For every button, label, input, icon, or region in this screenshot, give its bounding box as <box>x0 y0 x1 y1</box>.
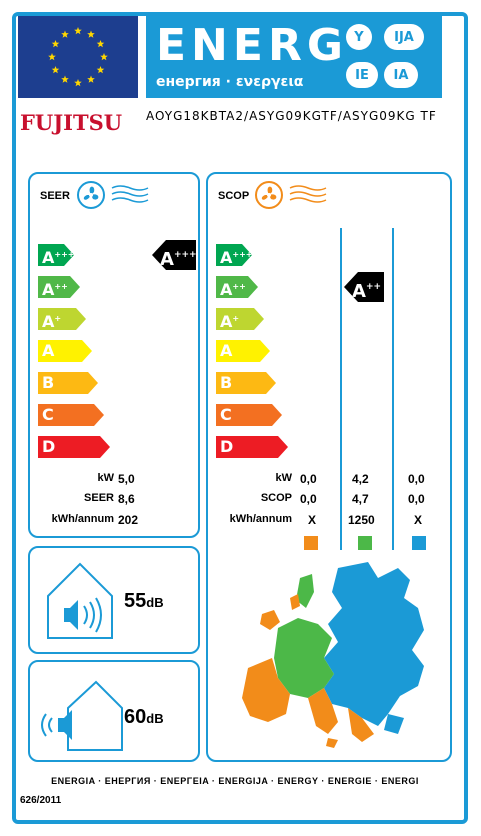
seer-value: 8,6 <box>118 492 135 506</box>
indoor-noise-number: 55 <box>124 590 147 612</box>
indoor-unit-icon <box>47 562 113 639</box>
cool-air-icon <box>111 185 149 203</box>
eu-star-icon <box>96 40 105 48</box>
kw-value-cold: 0,0 <box>300 472 317 486</box>
energy-class-arrow: A++ <box>216 276 258 298</box>
cold-zone-swatch <box>304 536 318 550</box>
kwh-label: kWh/annum <box>229 513 292 525</box>
seer-panel: SEER A+++ A++ A+ A B C D A+++ kW 5,0 SEER 8,6 … <box>28 172 200 538</box>
energy-class-arrow: C <box>38 404 104 426</box>
energy-class-arrow: D <box>38 436 110 458</box>
eu-flag <box>18 16 138 98</box>
brand-logo: FUJITSU <box>20 110 123 135</box>
scop-panel: SCOP A+++ A++ A+ A B C D A++ kW 0,0 4,2 0,0 SC… <box>206 172 452 762</box>
outdoor-noise-unit: dB <box>146 711 164 726</box>
eu-star-icon <box>51 66 60 74</box>
zone-divider <box>340 228 342 550</box>
fan-icon <box>77 181 105 209</box>
lang-badge: IE <box>346 62 378 88</box>
eu-star-icon <box>48 53 56 61</box>
outdoor-noise-value: 60dB <box>124 706 164 729</box>
energy-class-arrow: A+ <box>216 308 264 330</box>
scop-class-indicator: A++ <box>344 272 384 302</box>
footer-languages: ENERGIA · ЕНЕРГИЯ · ENEPΓEIA · ENERGIJA … <box>51 776 419 786</box>
eu-stars-icon <box>48 27 108 87</box>
kwh-label: kWh/annum <box>51 513 114 525</box>
energy-class-arrow: A <box>38 340 92 362</box>
lang-badge: IJA <box>384 24 424 50</box>
lang-badge: IA <box>384 62 418 88</box>
kwh-value-average: 1250 <box>348 513 375 527</box>
indoor-noise-panel: 55dB <box>28 546 200 654</box>
energ-title: ENERG <box>156 20 348 71</box>
warm-zone-swatch <box>412 536 426 550</box>
energy-class-arrow: A <box>216 340 270 362</box>
kw-label: kW <box>97 472 115 484</box>
scop-title: SCOP <box>218 190 250 202</box>
scop-label: SCOP <box>260 492 292 504</box>
kwh-value-warm: X <box>414 513 423 527</box>
outdoor-noise-panel: 60dB <box>28 660 200 762</box>
seer-class-indicator: A+++ <box>152 240 196 270</box>
eu-star-icon <box>87 30 95 38</box>
outdoor-noise-number: 60 <box>124 706 147 728</box>
scop-value-warm: 0,0 <box>408 492 425 506</box>
kwh-value: 202 <box>118 513 139 527</box>
energy-class-arrow: B <box>216 372 276 394</box>
indoor-noise-unit: dB <box>146 595 164 610</box>
eu-star-icon <box>61 30 69 38</box>
eu-star-icon <box>61 75 69 83</box>
lang-badge: Y <box>346 24 372 50</box>
model-number: AOYG18KBTA2/ASYG09KGTF/ASYG09KG TF <box>146 109 437 123</box>
energy-class-arrow: A+++ <box>216 244 252 266</box>
eu-star-icon <box>74 79 82 87</box>
eu-star-icon <box>51 40 60 48</box>
energy-header: ENERG енергия · ενεργεια Y IJA IE IA <box>146 16 442 98</box>
kw-value-warm: 0,0 <box>408 472 425 486</box>
energy-class-arrow: B <box>38 372 98 394</box>
eu-star-icon <box>100 53 108 61</box>
energy-class-arrow: A+++ <box>38 244 74 266</box>
fan-icon <box>255 181 283 209</box>
eu-star-icon <box>87 75 95 83</box>
energy-class-arrow: D <box>216 436 288 458</box>
warm-air-icon <box>289 185 327 203</box>
kw-value-average: 4,2 <box>352 472 369 486</box>
scop-value-average: 4,7 <box>352 492 369 506</box>
regulation-number: 626/2011 <box>20 795 62 806</box>
seer-label: SEER <box>84 492 114 504</box>
indoor-noise-value: 55dB <box>124 590 164 613</box>
kw-value: 5,0 <box>118 472 135 486</box>
kw-label: kW <box>275 472 293 484</box>
energy-class-arrow: C <box>216 404 282 426</box>
scop-value-cold: 0,0 <box>300 492 317 506</box>
europe-climate-map-icon <box>242 562 424 748</box>
average-zone-swatch <box>358 536 372 550</box>
energy-class-arrow: A++ <box>38 276 80 298</box>
eu-star-icon <box>96 66 105 74</box>
eu-star-icon <box>74 27 82 35</box>
kwh-value-cold: X <box>308 513 317 527</box>
outdoor-unit-icon <box>41 680 123 751</box>
zone-divider <box>392 228 394 550</box>
seer-title: SEER <box>40 190 70 202</box>
energy-class-arrow: A+ <box>38 308 86 330</box>
energ-subtitle: енергия · ενεργεια <box>156 74 304 90</box>
